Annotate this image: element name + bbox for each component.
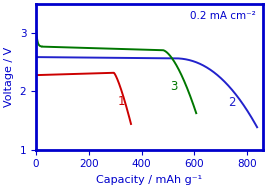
Text: 3: 3 [171, 80, 178, 93]
Text: 0.2 mA cm⁻²: 0.2 mA cm⁻² [190, 12, 256, 21]
Text: 2: 2 [229, 96, 236, 109]
X-axis label: Capacity / mAh g⁻¹: Capacity / mAh g⁻¹ [96, 175, 202, 185]
Text: 1: 1 [118, 95, 125, 108]
Y-axis label: Voltage / V: Voltage / V [4, 47, 14, 107]
